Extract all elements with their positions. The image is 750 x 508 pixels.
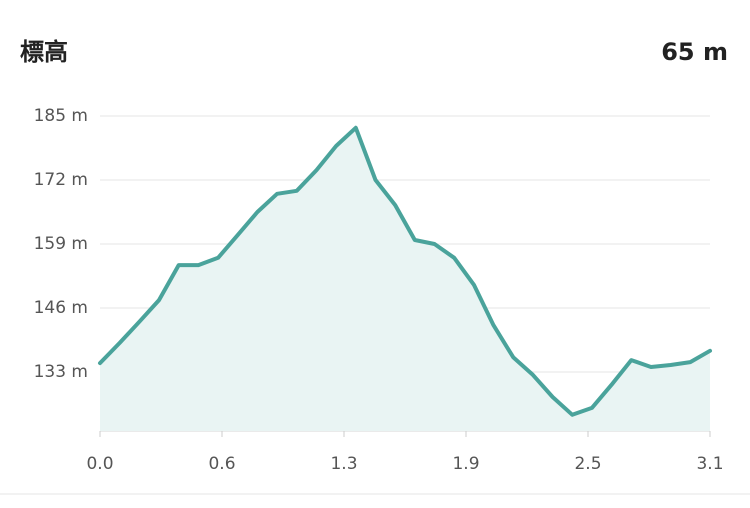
x-tick-label: 1.3 [330, 454, 357, 474]
card-title: 標高 [20, 38, 68, 66]
x-tick-label: 1.9 [452, 454, 479, 474]
area-fill [100, 127, 710, 432]
y-tick-label: 146 m [34, 298, 88, 318]
x-tick-label: 3.1 [696, 454, 723, 474]
y-tick-label: 185 m [34, 106, 88, 126]
elevation-line [98, 125, 712, 417]
x-tick-label: 0.0 [86, 454, 113, 474]
x-tick-label: 0.6 [208, 454, 235, 474]
current-elevation: 65 m [661, 38, 728, 66]
y-tick-label: 133 m [34, 362, 88, 382]
y-tick-label: 159 m [34, 234, 88, 254]
x-tick-label: 2.5 [574, 454, 601, 474]
y-tick-label: 172 m [34, 170, 88, 190]
